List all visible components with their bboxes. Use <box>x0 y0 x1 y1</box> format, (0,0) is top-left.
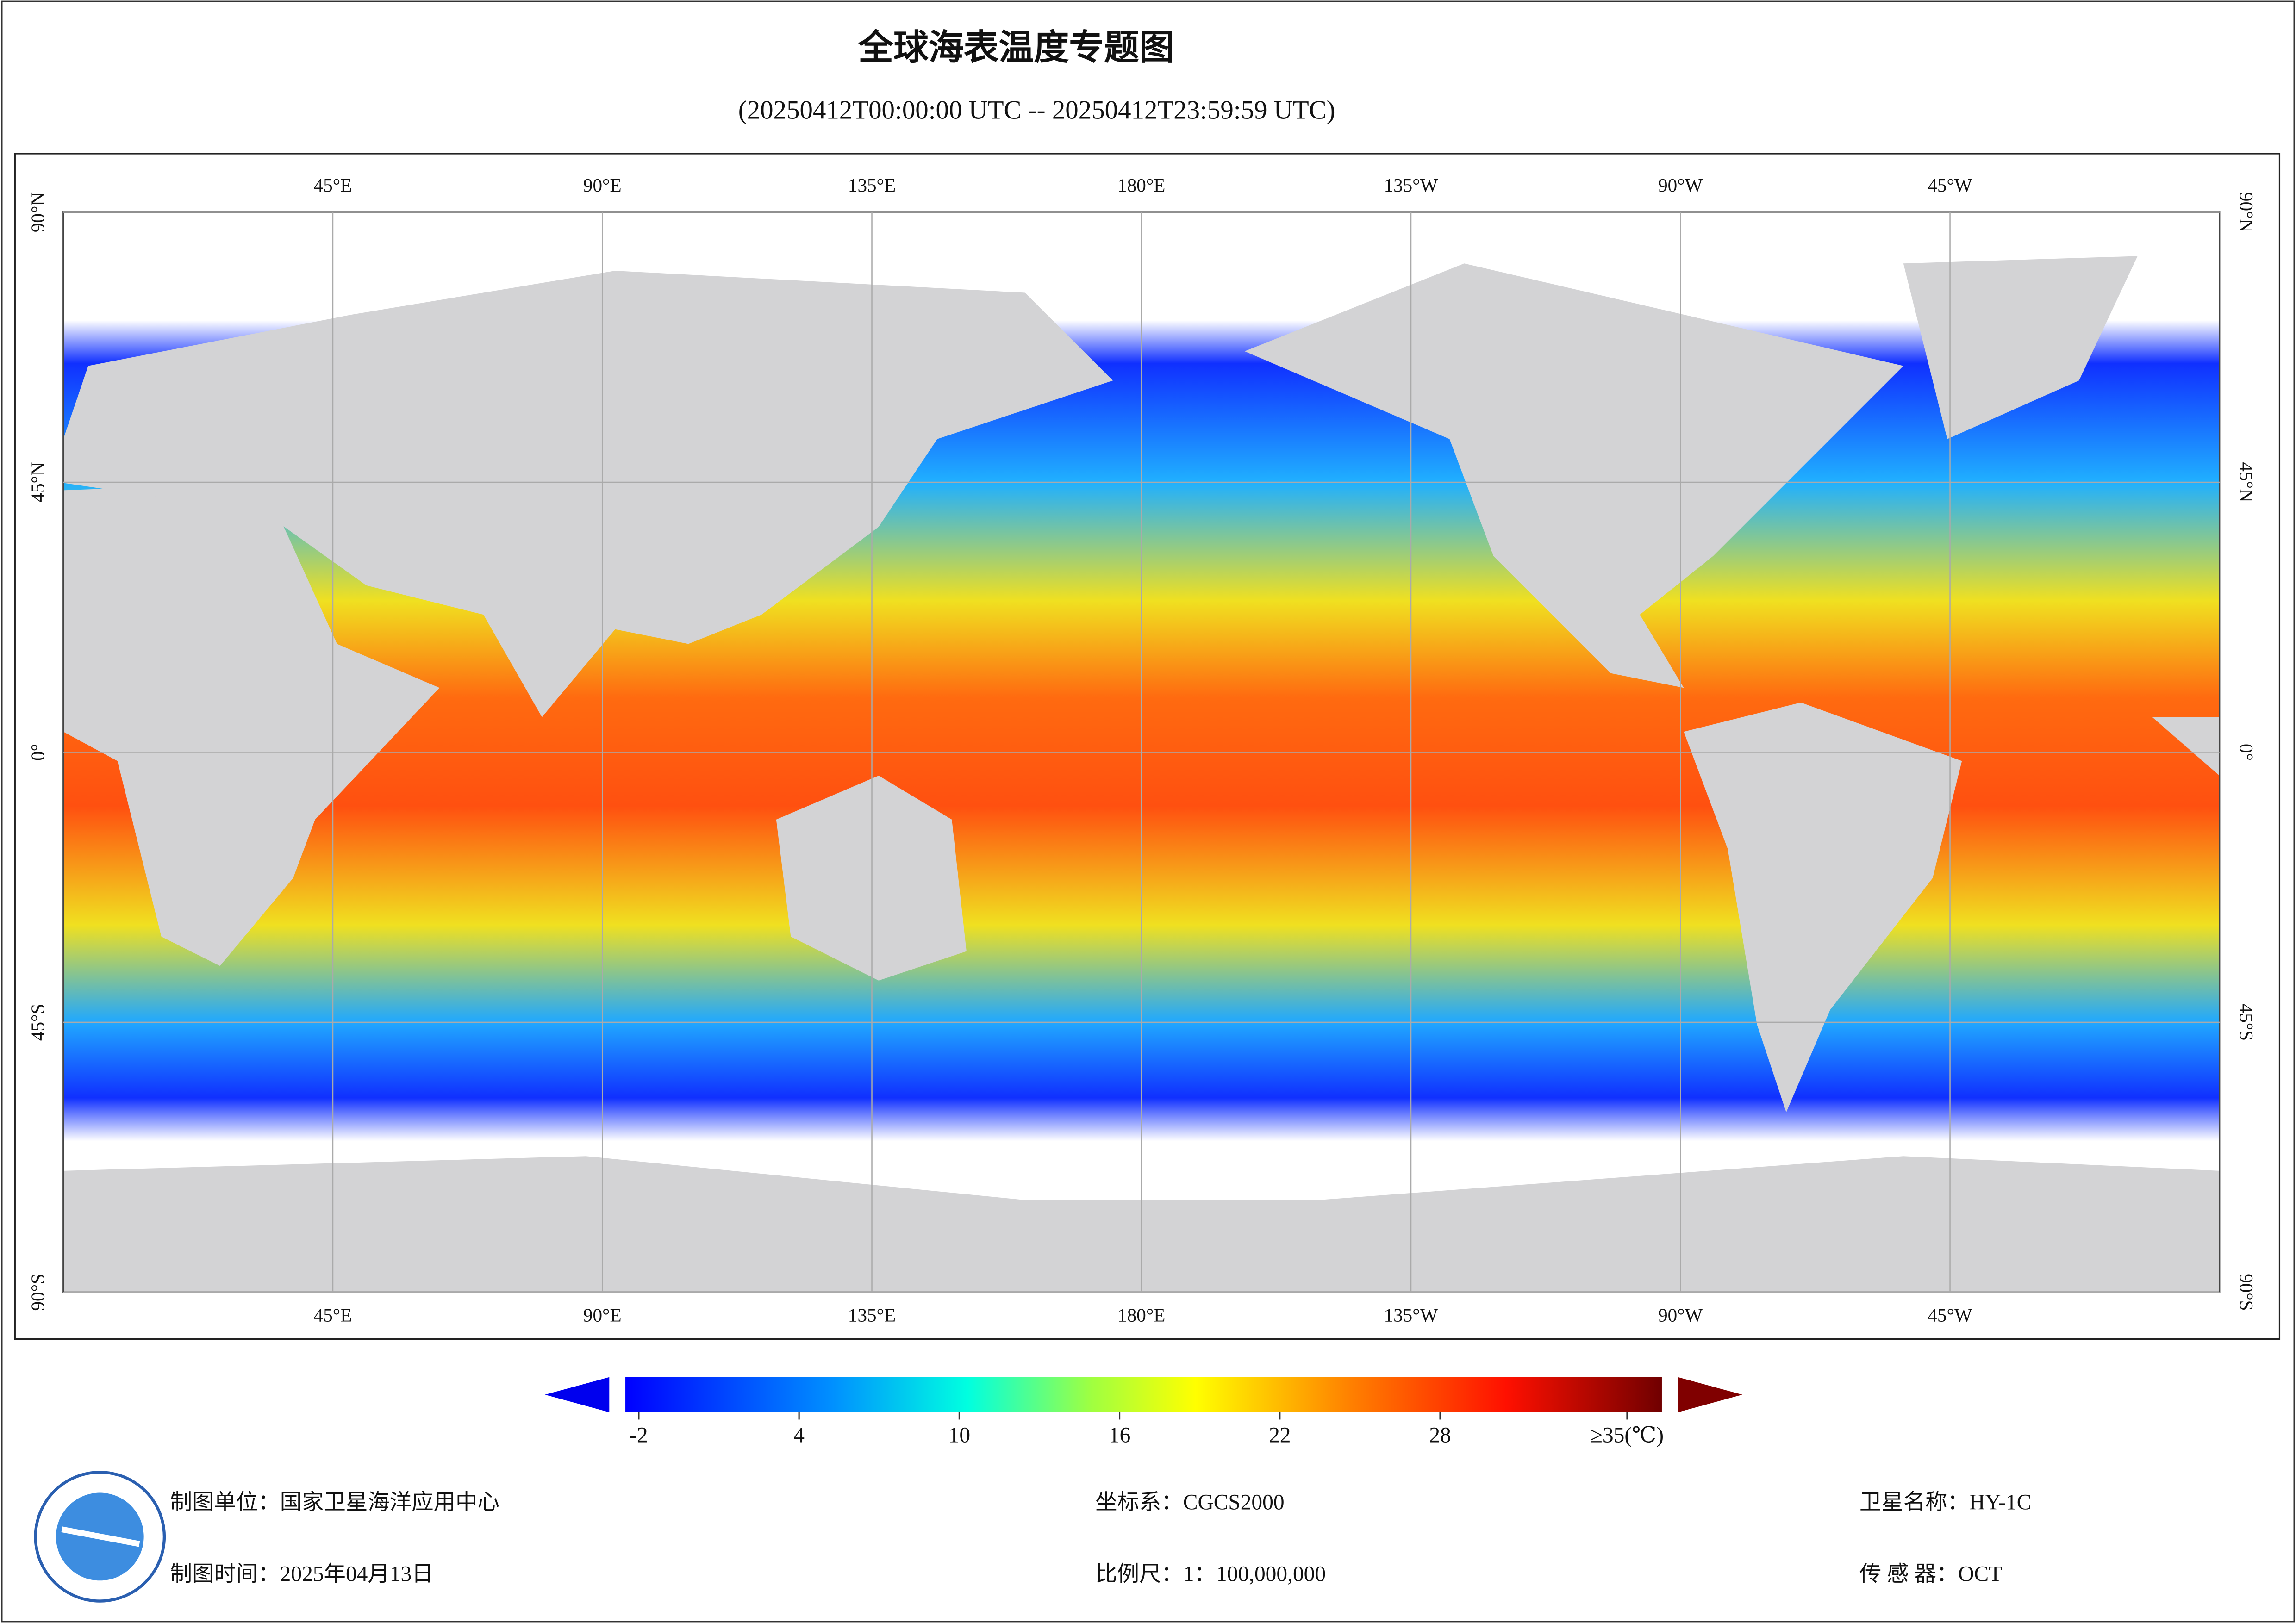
lat-label: 45°S <box>2236 1004 2257 1041</box>
logo <box>34 1471 166 1603</box>
lon-label: 45°E <box>314 1305 352 1326</box>
lon-label: 135°E <box>848 1305 896 1326</box>
lat-label: 90°N <box>2236 192 2257 232</box>
lat-label: 45°N <box>2236 462 2257 502</box>
subtitle: (20250412T00:00:00 UTC -- 20250412T23:59… <box>738 96 1335 125</box>
lat-label: 90°S <box>27 1274 49 1311</box>
lat-label: 90°N <box>27 192 49 232</box>
colorbar-label: 10 <box>948 1423 970 1447</box>
colorbar-label: 4 <box>793 1423 805 1447</box>
lon-label: 45°E <box>314 174 352 196</box>
title: 全球海表温度专题图 <box>858 27 1174 68</box>
lon-label: 45°W <box>1928 174 1972 196</box>
footer-satellite: 卫星名称：HY-1C <box>1859 1491 2031 1515</box>
lon-label: 180°E <box>1117 174 1165 196</box>
lat-label: 90°S <box>2236 1274 2257 1311</box>
colorbar-label: ≥35(℃) <box>1591 1423 1664 1447</box>
footer-date: 制图时间：2025年04月13日 <box>170 1562 434 1586</box>
lon-label: 90°E <box>583 1305 622 1326</box>
footer-sensor: 传 感 器：OCT <box>1859 1562 2002 1586</box>
colorbar-label: -2 <box>630 1423 648 1447</box>
colorbar <box>625 1377 1662 1412</box>
map <box>62 211 2221 1293</box>
map-frame <box>14 153 2281 1340</box>
colorbar-label: 22 <box>1269 1423 1291 1447</box>
lat-label: 0° <box>27 744 49 761</box>
footer-scale: 比例尺：1：100,000,000 <box>1095 1562 1326 1586</box>
lon-label: 180°E <box>1117 1305 1165 1326</box>
colorbar-under <box>545 1377 610 1412</box>
lat-label: 0° <box>2236 744 2257 761</box>
colorbar-over <box>1678 1377 1742 1412</box>
lon-label: 90°W <box>1658 1305 1703 1326</box>
lon-label: 135°W <box>1384 1305 1438 1326</box>
lon-label: 90°W <box>1658 174 1703 196</box>
footer-unit: 制图单位：国家卫星海洋应用中心 <box>170 1491 499 1515</box>
colorbar-label: 16 <box>1109 1423 1130 1447</box>
lon-label: 135°W <box>1384 174 1438 196</box>
lon-label: 90°E <box>583 174 622 196</box>
lat-label: 45°S <box>27 1004 49 1041</box>
colorbar-label: 28 <box>1429 1423 1451 1447</box>
lat-label: 45°N <box>27 462 49 502</box>
lon-label: 45°W <box>1928 1305 1972 1326</box>
lon-label: 135°E <box>848 174 896 196</box>
footer-crs: 坐标系：CGCS2000 <box>1095 1491 1284 1515</box>
